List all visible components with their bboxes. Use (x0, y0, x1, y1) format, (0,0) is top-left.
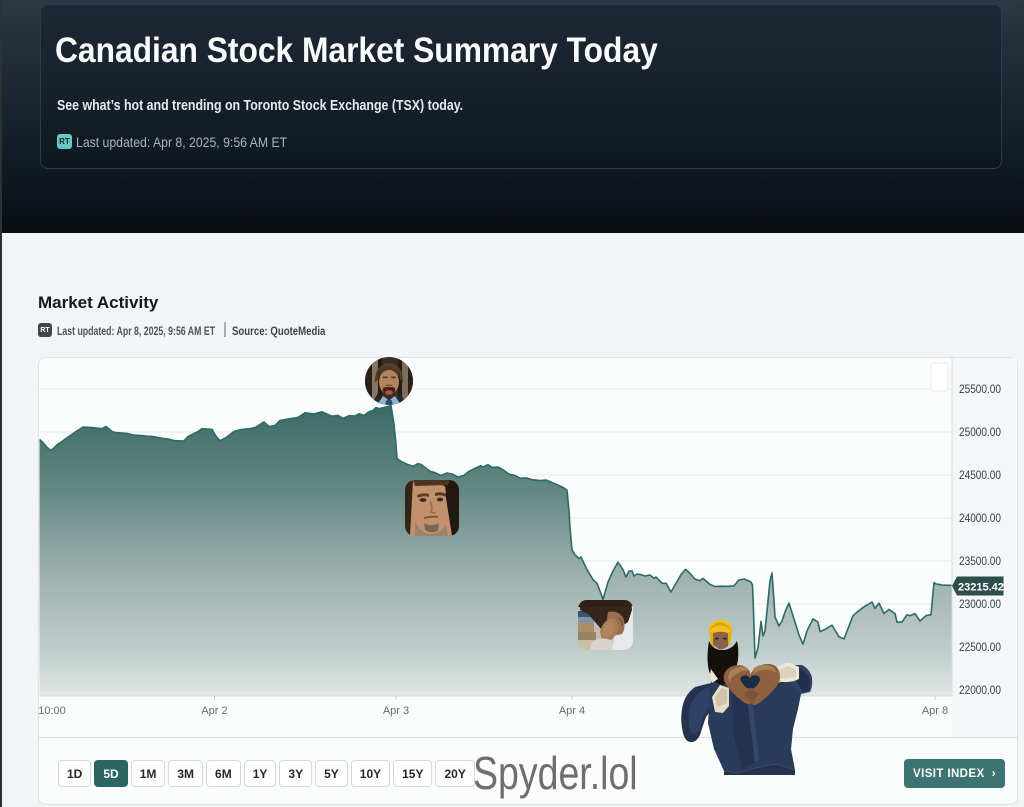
svg-text:Apr 2: Apr 2 (201, 705, 227, 717)
svg-text:22500.00: 22500.00 (959, 640, 1001, 654)
svg-text:25000.00: 25000.00 (959, 425, 1001, 439)
svg-text:23000.00: 23000.00 (959, 597, 1001, 611)
svg-text:Apr 8: Apr 8 (922, 705, 948, 717)
svg-text:24000.00: 24000.00 (959, 511, 1001, 525)
svg-text:Apr 3: Apr 3 (383, 705, 409, 717)
svg-text:25500.00: 25500.00 (959, 382, 1001, 396)
svg-text:23215.42: 23215.42 (958, 582, 1004, 594)
svg-text:22000.00: 22000.00 (959, 683, 1001, 697)
svg-text:23500.00: 23500.00 (959, 554, 1001, 568)
svg-text:10:00: 10:00 (39, 705, 66, 717)
svg-text:Apr 4: Apr 4 (559, 705, 585, 717)
svg-text:24500.00: 24500.00 (959, 468, 1001, 482)
